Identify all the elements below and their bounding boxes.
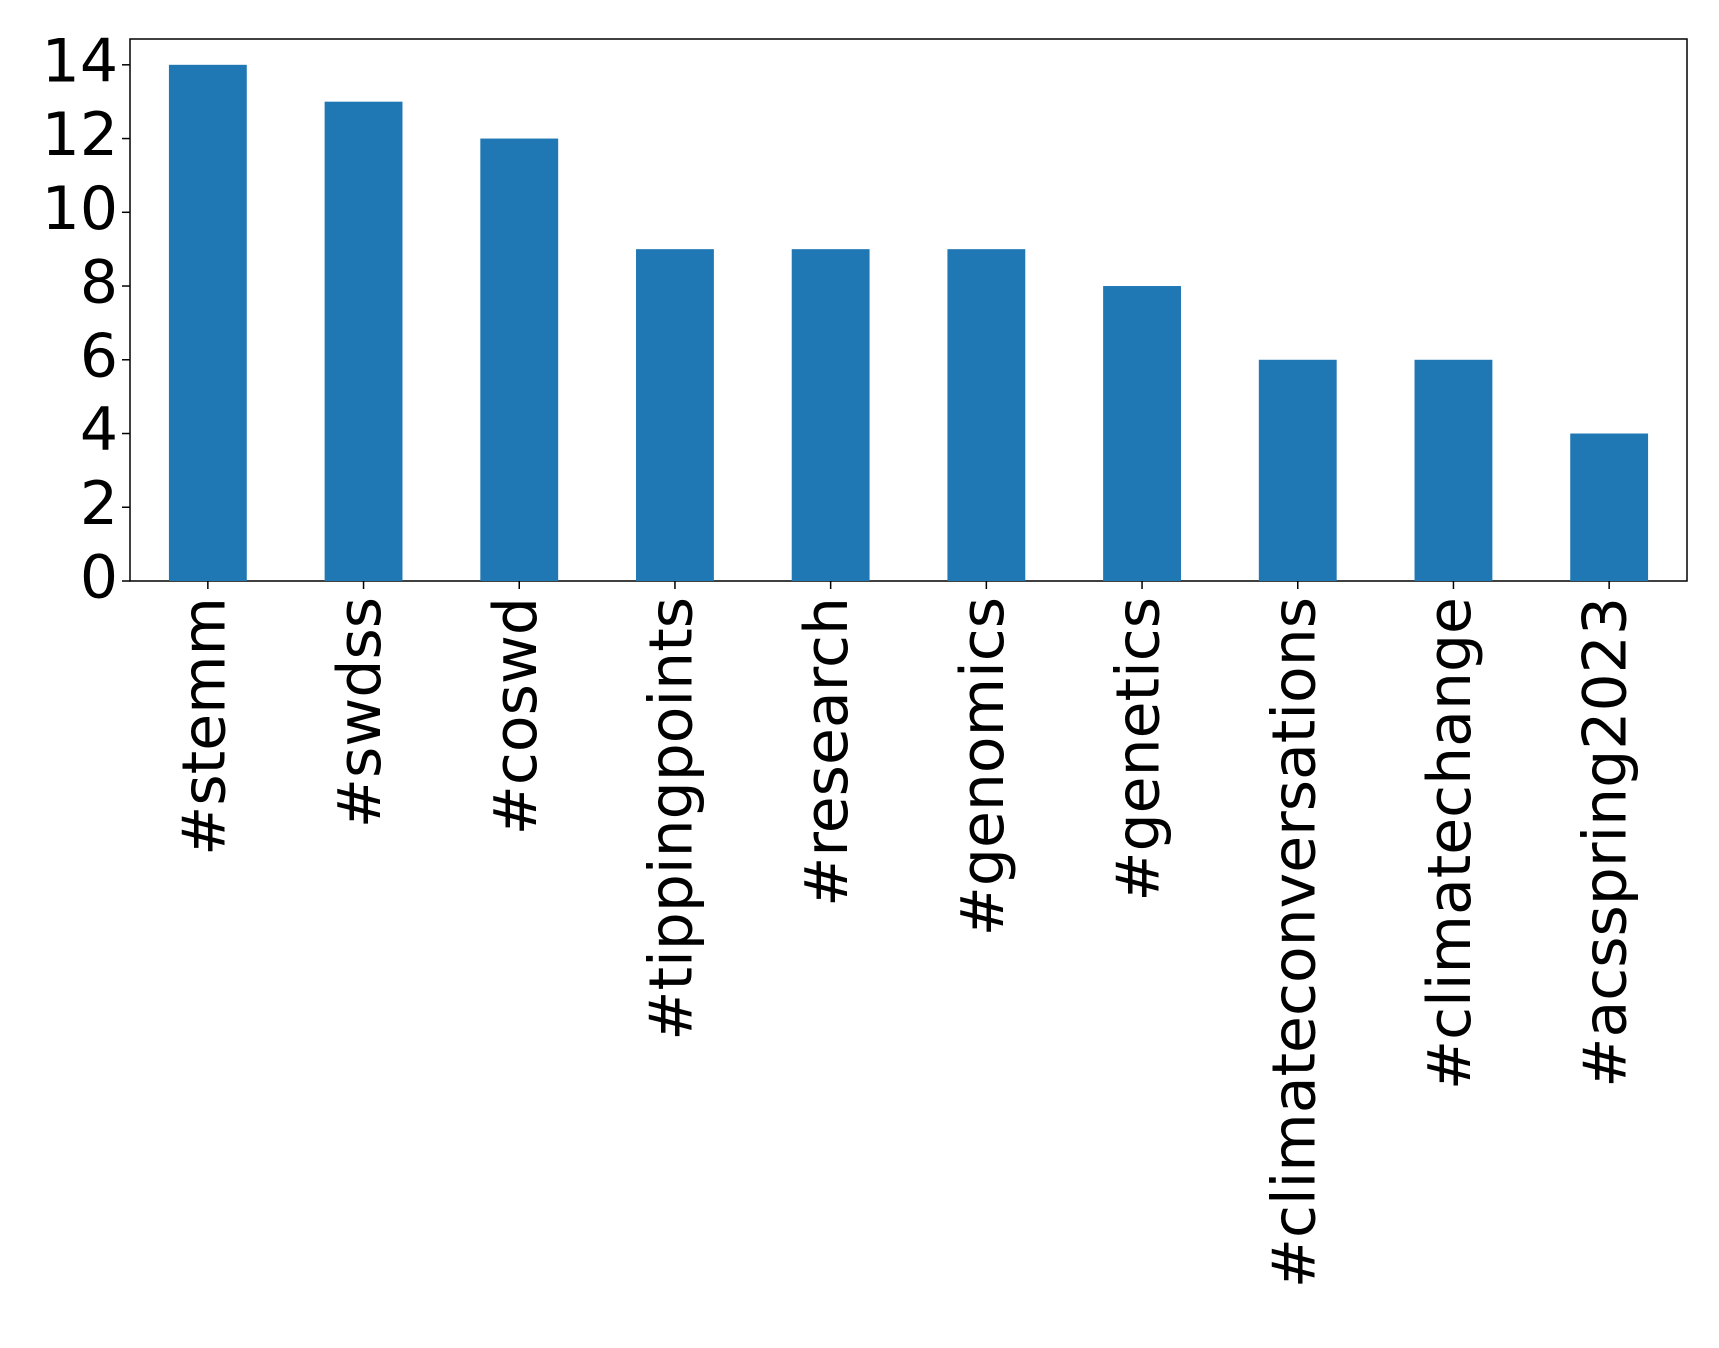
y-tick-label: 4 <box>80 395 118 465</box>
bar <box>324 101 403 582</box>
y-tick-label: 6 <box>80 321 118 391</box>
x-tick-label: #stemm <box>169 597 239 856</box>
y-tick-label: 0 <box>80 543 118 613</box>
x-tick-label: #genomics <box>948 597 1018 936</box>
x-tick-label: #climatechange <box>1415 597 1485 1090</box>
x-tick-label: #acsspring2023 <box>1571 597 1641 1088</box>
y-tick-label: 12 <box>42 100 118 170</box>
bar <box>168 64 247 582</box>
bar <box>1570 433 1649 581</box>
bar <box>791 249 870 581</box>
y-tick-label: 14 <box>42 26 118 96</box>
bar <box>1258 359 1337 581</box>
y-tick-label: 10 <box>42 174 118 244</box>
bar <box>636 249 714 581</box>
x-tick-label: #tippingpoints <box>637 597 707 1041</box>
x-tick-label: #swdss <box>325 597 395 828</box>
x-tick-label: #research <box>792 597 862 907</box>
bar <box>1414 359 1493 581</box>
y-tick-label: 2 <box>80 469 118 539</box>
x-tick-label: #genetics <box>1104 597 1174 902</box>
y-tick-label: 8 <box>80 248 118 318</box>
bar <box>480 138 559 581</box>
bar <box>1103 286 1181 581</box>
bar <box>947 249 1026 581</box>
plot-frame <box>129 38 1688 582</box>
x-tick-label: #climateconversations <box>1259 597 1329 1288</box>
x-tick-label: #coswd <box>481 597 551 835</box>
